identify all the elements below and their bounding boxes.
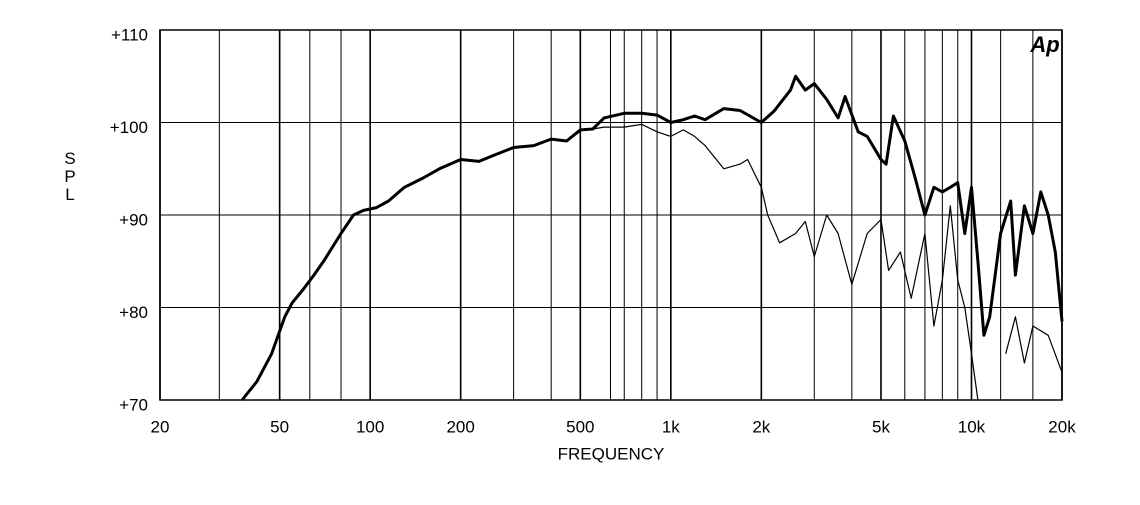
y-tick-label: +90 [119,210,148,229]
x-tick-label: 20k [1048,417,1076,436]
y-tick-label: +110 [111,25,148,44]
series-line [240,74,1064,401]
x-tick-label: 200 [446,417,474,436]
x-tick-label: 1k [662,417,680,436]
x-tick-label: 100 [356,417,384,436]
x-tick-label: 5k [872,417,890,436]
x-tick-label: 50 [270,417,289,436]
logo: Ap [1029,32,1059,57]
series-line [580,123,1063,401]
x-tick-label: 500 [566,417,594,436]
y-tick-label: +70 [119,395,148,414]
x-axis-label: FREQUENCY [558,444,665,463]
x-tick-label: 2k [752,417,770,436]
y-tick-label: +80 [119,303,148,322]
y-tick-label: +100 [110,118,148,137]
x-tick-label: 20 [151,417,170,436]
x-tick-label: 10k [958,417,986,436]
